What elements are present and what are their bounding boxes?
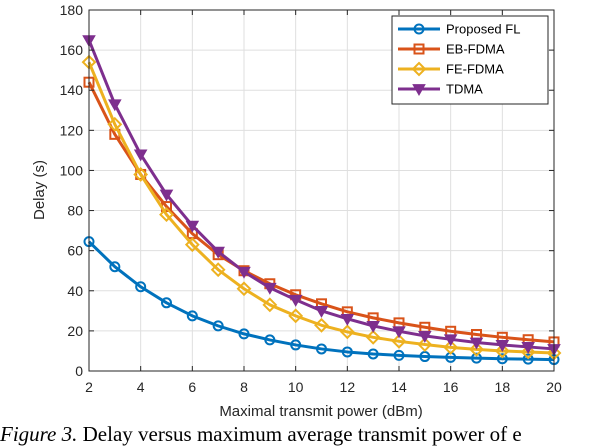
data-point xyxy=(520,344,536,360)
x-tick-label: 16 xyxy=(443,379,459,395)
legend-marker xyxy=(411,61,427,77)
figure-caption-text: Delay versus maximum average transmit po… xyxy=(82,422,522,446)
figure-label: Figure 3. xyxy=(0,422,78,446)
data-point xyxy=(443,339,459,355)
legend-item: TDMA xyxy=(398,82,483,97)
data-point xyxy=(159,189,174,202)
series-tdma xyxy=(82,35,561,356)
y-tick-labels: 0 20 40 60 80 100 120 140 160 180 xyxy=(60,2,84,379)
data-point xyxy=(108,99,122,112)
x-tick-label: 4 xyxy=(137,379,145,395)
series-layer xyxy=(81,35,562,366)
data-point xyxy=(341,346,353,358)
data-point xyxy=(237,266,251,279)
y-tick-label: 100 xyxy=(60,162,84,178)
x-tick-label: 8 xyxy=(240,379,248,395)
data-point xyxy=(496,353,508,365)
legend-item: FE-FDMA xyxy=(398,62,504,77)
y-tick-label: 140 xyxy=(60,82,84,98)
x-tick-label: 10 xyxy=(288,379,304,395)
data-point xyxy=(340,313,355,326)
data-point xyxy=(159,207,174,222)
legend-marker xyxy=(413,43,425,55)
y-tick-label: 40 xyxy=(67,283,83,299)
legend: Proposed FL EB-FDMA FE-FDMA TDMA xyxy=(391,15,549,105)
data-point xyxy=(494,343,510,359)
data-point xyxy=(135,281,147,293)
legend-label: EB-FDMA xyxy=(446,42,505,57)
data-point xyxy=(366,321,380,333)
x-tick-label: 18 xyxy=(495,379,511,395)
x-tick-label: 20 xyxy=(546,379,562,395)
data-point xyxy=(161,297,172,309)
y-axis-label: Delay (s) xyxy=(31,160,48,220)
x-tick-labels: 2 4 6 8 10 12 14 16 18 20 xyxy=(85,379,562,395)
data-point xyxy=(365,329,381,345)
data-point xyxy=(262,297,278,313)
x-tick-label: 6 xyxy=(188,379,196,395)
data-point xyxy=(290,339,302,351)
data-point xyxy=(288,294,303,307)
x-tick-label: 14 xyxy=(391,379,407,395)
legend-item: EB-FDMA xyxy=(398,42,505,57)
series-line xyxy=(87,240,555,362)
y-tick-label: 160 xyxy=(60,42,84,58)
delay-chart: 2 4 6 8 10 12 14 16 18 20 0 20 40 60 80 100 120 140 160 18… xyxy=(31,2,562,420)
data-point xyxy=(522,353,534,365)
legend-label: Proposed FL xyxy=(446,22,520,37)
data-point xyxy=(211,246,225,259)
data-point xyxy=(469,337,484,350)
data-point xyxy=(314,305,329,318)
data-point xyxy=(339,324,355,340)
plot-frame xyxy=(88,9,555,372)
data-point xyxy=(521,342,535,354)
data-point xyxy=(393,349,405,361)
axis-ticks xyxy=(88,9,555,372)
data-point xyxy=(367,348,379,360)
legend-label: FE-FDMA xyxy=(446,62,504,77)
data-point xyxy=(263,282,277,295)
data-point xyxy=(186,310,198,322)
data-point xyxy=(288,308,304,324)
data-point xyxy=(236,281,252,297)
data-point xyxy=(264,334,276,346)
y-tick-label: 60 xyxy=(67,243,83,259)
x-tick-label: 12 xyxy=(340,379,356,395)
legend-marker xyxy=(413,23,425,35)
data-point xyxy=(238,328,250,340)
data-point xyxy=(107,116,123,132)
data-point xyxy=(185,220,200,233)
data-point xyxy=(210,262,226,278)
y-tick-label: 0 xyxy=(75,363,83,379)
legend-item: Proposed FL xyxy=(398,22,520,37)
data-point xyxy=(133,149,148,162)
data-point xyxy=(314,317,329,333)
x-tick-label: 2 xyxy=(85,379,93,395)
data-point xyxy=(135,168,147,180)
data-point xyxy=(443,334,458,347)
y-tick-label: 20 xyxy=(67,323,83,339)
series-line xyxy=(87,81,555,344)
data-point xyxy=(316,343,327,355)
data-point xyxy=(469,341,484,357)
y-tick-label: 120 xyxy=(60,122,84,138)
data-point xyxy=(419,351,431,363)
figure-caption: Figure 3. Delay versus maximum average t… xyxy=(0,420,596,448)
data-point xyxy=(109,261,121,273)
y-tick-label: 80 xyxy=(67,203,83,219)
data-point xyxy=(392,326,406,339)
data-point xyxy=(391,333,407,349)
x-axis-label: Maximal transmit power (dBm) xyxy=(219,403,422,420)
data-point xyxy=(418,331,432,343)
data-point xyxy=(417,337,433,352)
data-point xyxy=(184,237,200,253)
data-point xyxy=(495,340,510,352)
y-tick-label: 180 xyxy=(60,2,84,18)
data-point xyxy=(133,167,149,182)
data-point xyxy=(212,320,224,332)
legend-label: TDMA xyxy=(446,82,483,97)
legend-marker xyxy=(412,84,426,97)
data-point xyxy=(471,352,482,364)
